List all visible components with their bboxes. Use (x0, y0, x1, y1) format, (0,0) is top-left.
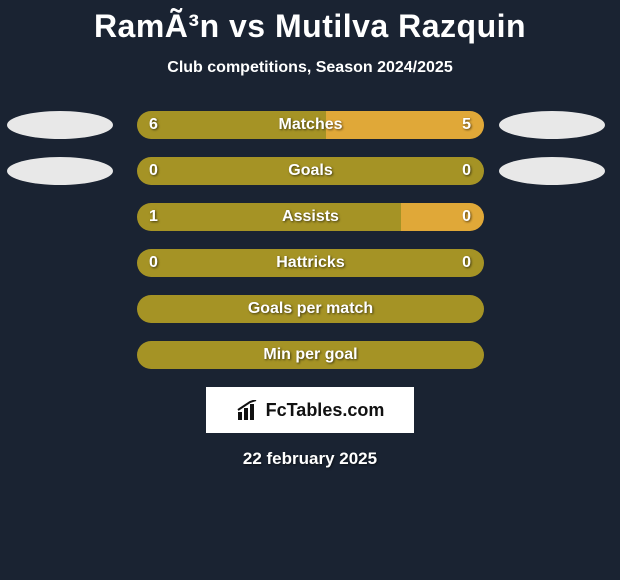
stat-label: Hattricks (137, 249, 484, 277)
chart-icon (236, 400, 260, 420)
player-right-ellipse (499, 157, 605, 185)
stat-label: Goals (137, 157, 484, 185)
page-title: RamÃ³n vs Mutilva Razquin (0, 0, 620, 45)
stat-row: Hattricks0 0 (0, 249, 620, 277)
stat-value-right: 0 (462, 157, 471, 185)
page-subtitle: Club competitions, Season 2024/2025 (0, 59, 620, 77)
stat-value-left: 6 (149, 111, 158, 139)
brand-text: FcTables.com (266, 400, 385, 421)
stat-label: Min per goal (137, 341, 484, 369)
player-left-ellipse (7, 157, 113, 185)
stat-label: Matches (137, 111, 484, 139)
stat-value-left: 0 (149, 157, 158, 185)
stat-row: Min per goal (0, 341, 620, 369)
stat-row: Goals0 0 (0, 157, 620, 185)
stat-row: Goals per match (0, 295, 620, 323)
stat-value-right: 0 (462, 203, 471, 231)
player-left-ellipse (7, 111, 113, 139)
stat-value-left: 0 (149, 249, 158, 277)
stat-row: Matches6 5 (0, 111, 620, 139)
stat-label: Assists (137, 203, 484, 231)
stat-value-right: 0 (462, 249, 471, 277)
brand-box: FcTables.com (206, 387, 414, 433)
stat-label: Goals per match (137, 295, 484, 323)
stats-rows: Matches65Goals00Assists10Hattricks00Goal… (0, 111, 620, 369)
stat-value-right: 5 (462, 111, 471, 139)
player-right-ellipse (499, 111, 605, 139)
stat-value-left: 1 (149, 203, 158, 231)
date-text: 22 february 2025 (0, 449, 620, 469)
stat-row: Assists1 0 (0, 203, 620, 231)
